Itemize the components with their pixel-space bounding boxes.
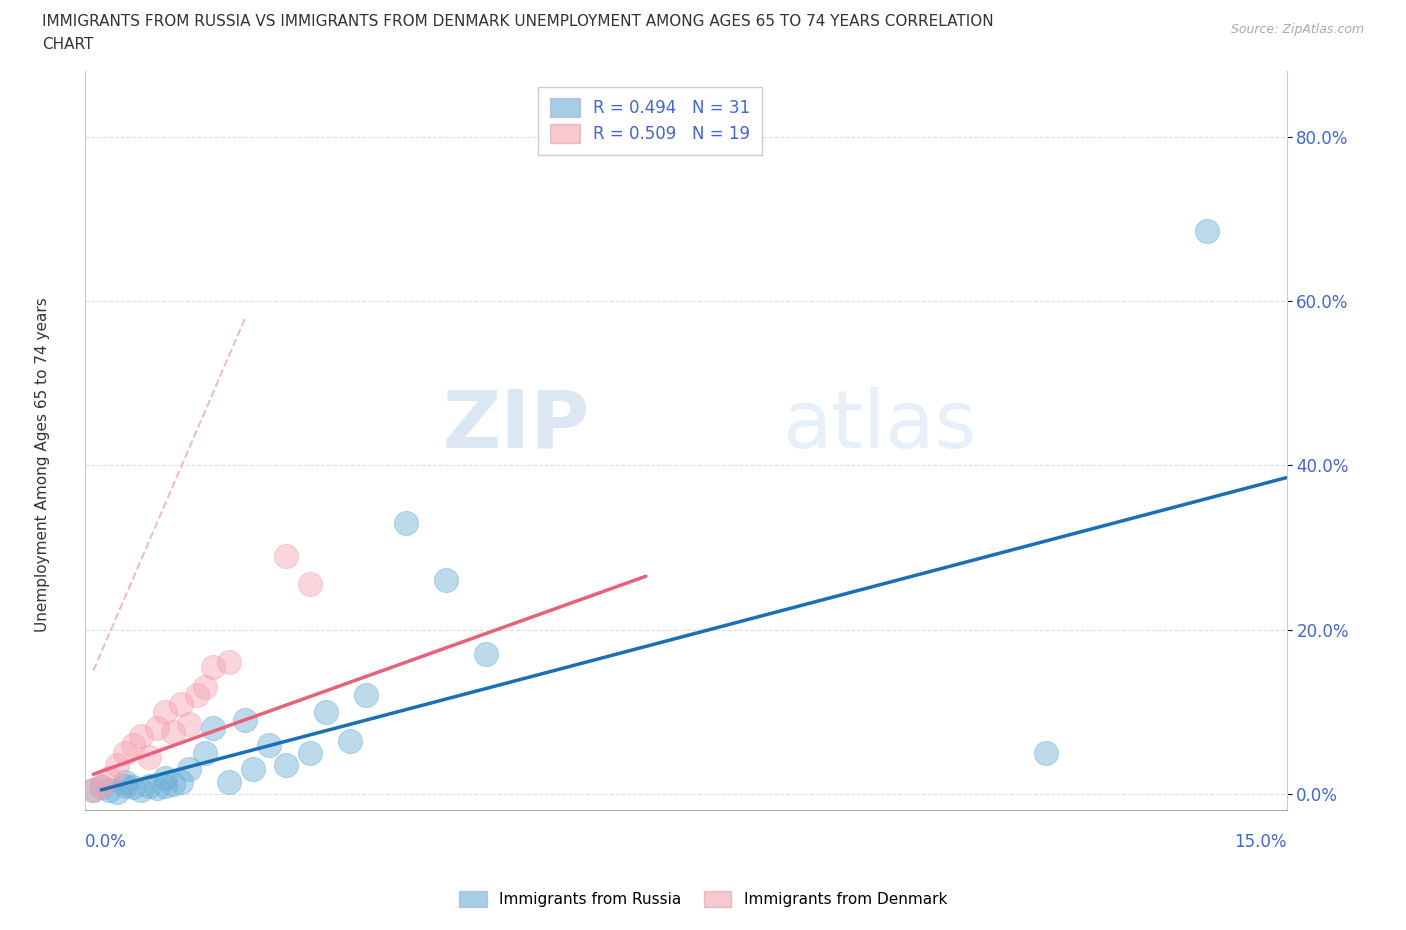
Point [235, 712, 257, 727]
Point [339, 733, 361, 748]
Point [179, 762, 201, 777]
Text: 15.0%: 15.0% [1234, 832, 1286, 851]
Point [131, 729, 153, 744]
Point [395, 515, 418, 530]
Point [218, 655, 240, 670]
Text: 0.0%: 0.0% [86, 832, 127, 851]
Point [138, 778, 160, 793]
Point [138, 750, 160, 764]
Legend: R = 0.494   N = 31, R = 0.509   N = 19: R = 0.494 N = 31, R = 0.509 N = 19 [538, 86, 762, 155]
Point [98, 770, 121, 785]
Point [179, 717, 201, 732]
Point [114, 746, 136, 761]
Point [82, 782, 104, 797]
Point [298, 577, 321, 591]
Point [1035, 746, 1057, 761]
Text: CHART: CHART [42, 37, 94, 52]
Text: Source: ZipAtlas.com: Source: ZipAtlas.com [1230, 23, 1364, 36]
Point [122, 737, 145, 752]
Text: IMMIGRANTS FROM RUSSIA VS IMMIGRANTS FROM DENMARK UNEMPLOYMENT AMONG AGES 65 TO : IMMIGRANTS FROM RUSSIA VS IMMIGRANTS FRO… [42, 14, 994, 29]
Point [186, 688, 208, 703]
Point [90, 778, 112, 793]
Point [131, 782, 153, 797]
Point [105, 784, 128, 799]
Point [1195, 223, 1218, 238]
Point [259, 737, 281, 752]
Text: atlas: atlas [782, 387, 976, 465]
Point [114, 774, 136, 789]
Point [354, 688, 377, 703]
Point [162, 724, 184, 739]
Point [98, 782, 121, 797]
Point [202, 659, 225, 674]
Point [155, 778, 177, 793]
Point [122, 780, 145, 795]
Point [194, 680, 217, 695]
Point [434, 573, 457, 588]
Point [274, 548, 297, 563]
Point [82, 782, 104, 797]
Point [114, 778, 136, 793]
Point [155, 770, 177, 785]
Point [194, 746, 217, 761]
Point [218, 774, 240, 789]
Point [170, 774, 193, 789]
Point [298, 746, 321, 761]
Point [474, 647, 496, 662]
Text: Unemployment Among Ages 65 to 74 years: Unemployment Among Ages 65 to 74 years [35, 298, 49, 632]
Point [146, 721, 169, 736]
Point [90, 780, 112, 795]
Text: ZIP: ZIP [443, 387, 591, 465]
Point [242, 762, 264, 777]
Point [105, 758, 128, 773]
Point [202, 721, 225, 736]
Point [155, 704, 177, 719]
Point [170, 697, 193, 711]
Legend: Immigrants from Russia, Immigrants from Denmark: Immigrants from Russia, Immigrants from … [453, 884, 953, 913]
Point [146, 781, 169, 796]
Point [315, 704, 337, 719]
Point [274, 758, 297, 773]
Point [162, 777, 184, 791]
